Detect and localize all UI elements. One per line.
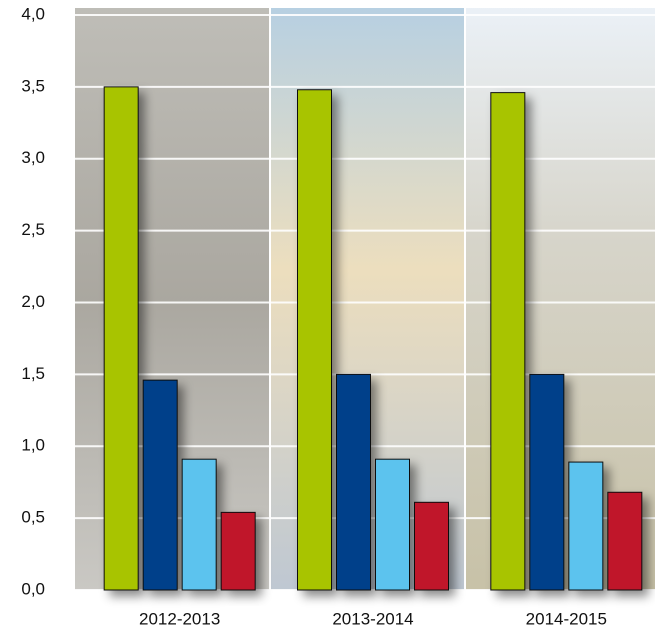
bar (221, 512, 255, 590)
y-tick-label: 4,0 (21, 4, 45, 23)
x-tick-label: 2014-2015 (526, 609, 607, 628)
y-tick-label: 1,5 (21, 364, 45, 383)
bar (298, 90, 332, 590)
x-tick-label: 2013-2014 (332, 609, 413, 628)
y-tick-label: 0,5 (21, 508, 45, 527)
bar (491, 93, 525, 590)
y-tick-label: 0,0 (21, 579, 45, 598)
bar (104, 87, 138, 590)
chart: 0,0 0,5 1,0 1,5 2,0 2,5 3,0 3,5 4,0 2012-2013 2013… (0, 0, 655, 635)
bar (143, 380, 177, 590)
x-tick-label: 2012-2013 (139, 609, 220, 628)
bar (569, 462, 603, 590)
bar (415, 502, 449, 590)
bar (182, 459, 216, 590)
bar (530, 374, 564, 590)
y-tick-label: 2,5 (21, 220, 45, 239)
bar (608, 492, 642, 590)
y-tick-label: 1,0 (21, 436, 45, 455)
bar (376, 459, 410, 590)
y-tick-label: 3,5 (21, 76, 45, 95)
bar (337, 374, 371, 590)
y-tick-label: 3,0 (21, 148, 45, 167)
y-tick-label: 2,0 (21, 292, 45, 311)
